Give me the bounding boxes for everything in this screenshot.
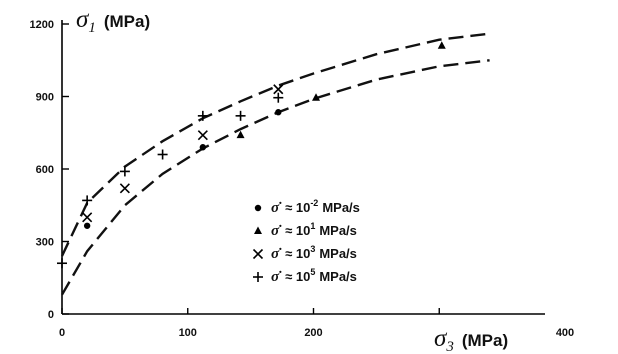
x-axis-label: σ3 (MPa) (434, 325, 508, 354)
data-point-cross (273, 84, 284, 95)
legend-item: σ̇ ≈ 10-2 MPa/s (254, 198, 360, 216)
data-point-cross (82, 212, 93, 223)
x-tick-label: 100 (179, 327, 197, 339)
data-point-cross (119, 183, 130, 194)
legend-item: σ̇ ≈ 105 MPa/s (253, 267, 357, 285)
legend-marker-plus (253, 272, 263, 282)
x-tick-label: 200 (304, 327, 322, 339)
legend-item: σ̇ ≈ 103 MPa/s (252, 244, 357, 262)
legend: σ̇ ≈ 10-2 MPa/s σ̇ ≈ 101 MPa/s σ̇ ≈ 103 MPa/s σ̇ ≈… (252, 198, 360, 285)
fit-curve-1 (60, 32, 490, 257)
data-point-plus (82, 195, 93, 206)
legend-item: σ̇ ≈ 101 MPa/s (254, 221, 357, 239)
data-point-circle (199, 144, 207, 151)
x-tick-label: 0 (59, 327, 65, 339)
y-axis-label: σ1 (MPa) (76, 6, 150, 36)
data-point-plus (119, 166, 130, 177)
data-point-triangle (236, 130, 245, 139)
data-point-circle (275, 109, 282, 116)
data-point-triangle (312, 93, 321, 101)
data-point-plus (273, 92, 284, 103)
y-tick-label: 0 (48, 309, 54, 321)
data-point-cross (197, 130, 208, 141)
fit-curves (60, 32, 490, 296)
data-point-plus (157, 149, 168, 160)
y-tick-label: 900 (36, 92, 54, 104)
data-point-triangle (437, 41, 446, 49)
x-tick-label: 400 (556, 327, 574, 339)
y-tick-label: 600 (36, 164, 54, 176)
axis-labels: σ1 (MPa) σ3 (MPa) (76, 6, 508, 354)
data-point-circle (83, 222, 91, 229)
y-tick-label: 300 (36, 237, 54, 249)
y-tick-label: 1200 (30, 19, 54, 31)
legend-marker-triangle (254, 226, 262, 234)
data-points (57, 41, 446, 269)
legend-marker-circle (254, 204, 262, 212)
fit-curve-2 (60, 59, 490, 296)
data-point-plus (235, 110, 246, 121)
data-point-plus (197, 110, 208, 121)
legend-marker-cross (252, 248, 264, 260)
legend-label: σ̇ ≈ 101 MPa/s (271, 221, 357, 239)
legend-label: σ̇ ≈ 10-2 MPa/s (271, 198, 360, 216)
data-point-plus (57, 258, 67, 269)
tick-labels: 0 300 600 900 1200 0 100 200 400 (30, 19, 575, 339)
legend-label: σ̇ ≈ 105 MPa/s (271, 267, 357, 285)
legend-label: σ̇ ≈ 103 MPa/s (271, 244, 357, 262)
